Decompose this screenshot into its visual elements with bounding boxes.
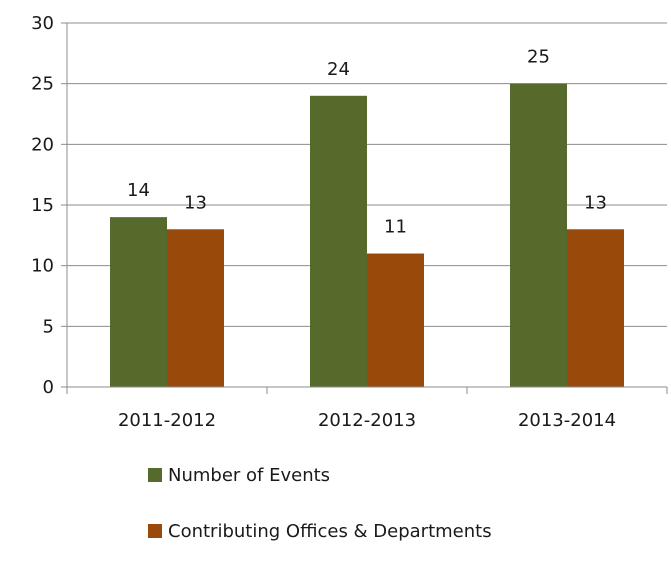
bar xyxy=(110,217,167,387)
data-label: 13 xyxy=(584,192,607,213)
bar xyxy=(310,95,367,388)
legend-swatch-contributing-offices xyxy=(148,524,162,538)
y-tick-label: 10 xyxy=(31,256,54,277)
bar xyxy=(510,83,567,388)
legend-swatch-number-of-events xyxy=(148,468,162,482)
y-tick-label: 20 xyxy=(31,134,54,155)
data-label: 11 xyxy=(384,217,407,238)
x-tick-label: 2012-2013 xyxy=(318,410,416,431)
data-label: 24 xyxy=(327,59,350,80)
data-labels: 14 13 24 11 25 13 xyxy=(127,47,607,238)
x-tick-label: 2013-2014 xyxy=(518,410,616,431)
bar-chart: 0 5 10 15 20 25 30 14 13 24 11 25 13 2011-2012 2012-… xyxy=(31,13,668,431)
y-tick-label: 15 xyxy=(31,195,54,216)
data-label: 14 xyxy=(127,180,150,201)
legend-label-contributing-offices: Contributing Offices & Departments xyxy=(168,520,492,542)
y-tick-label: 25 xyxy=(31,74,54,95)
legend-item-contributing-offices: Contributing Offices & Departments xyxy=(148,519,492,543)
legend-label-number-of-events: Number of Events xyxy=(168,464,331,486)
legend-item-number-of-events: Number of Events xyxy=(148,463,492,487)
bar xyxy=(567,229,624,387)
y-tick-label: 0 xyxy=(43,377,54,398)
axes xyxy=(66,23,667,388)
y-tick-label: 30 xyxy=(31,13,54,34)
bar xyxy=(367,253,424,387)
legend: Number of Events Contributing Offices & … xyxy=(148,463,492,575)
y-tick-label: 5 xyxy=(43,316,54,337)
data-label: 25 xyxy=(527,47,550,68)
bars xyxy=(110,83,624,388)
data-label: 13 xyxy=(184,192,207,213)
x-axis-ticks: 2011-2012 2012-2013 2013-2014 xyxy=(66,387,668,431)
x-tick-label: 2011-2012 xyxy=(118,410,216,431)
y-axis-ticks: 0 5 10 15 20 25 30 xyxy=(31,13,67,398)
bar xyxy=(167,229,224,387)
